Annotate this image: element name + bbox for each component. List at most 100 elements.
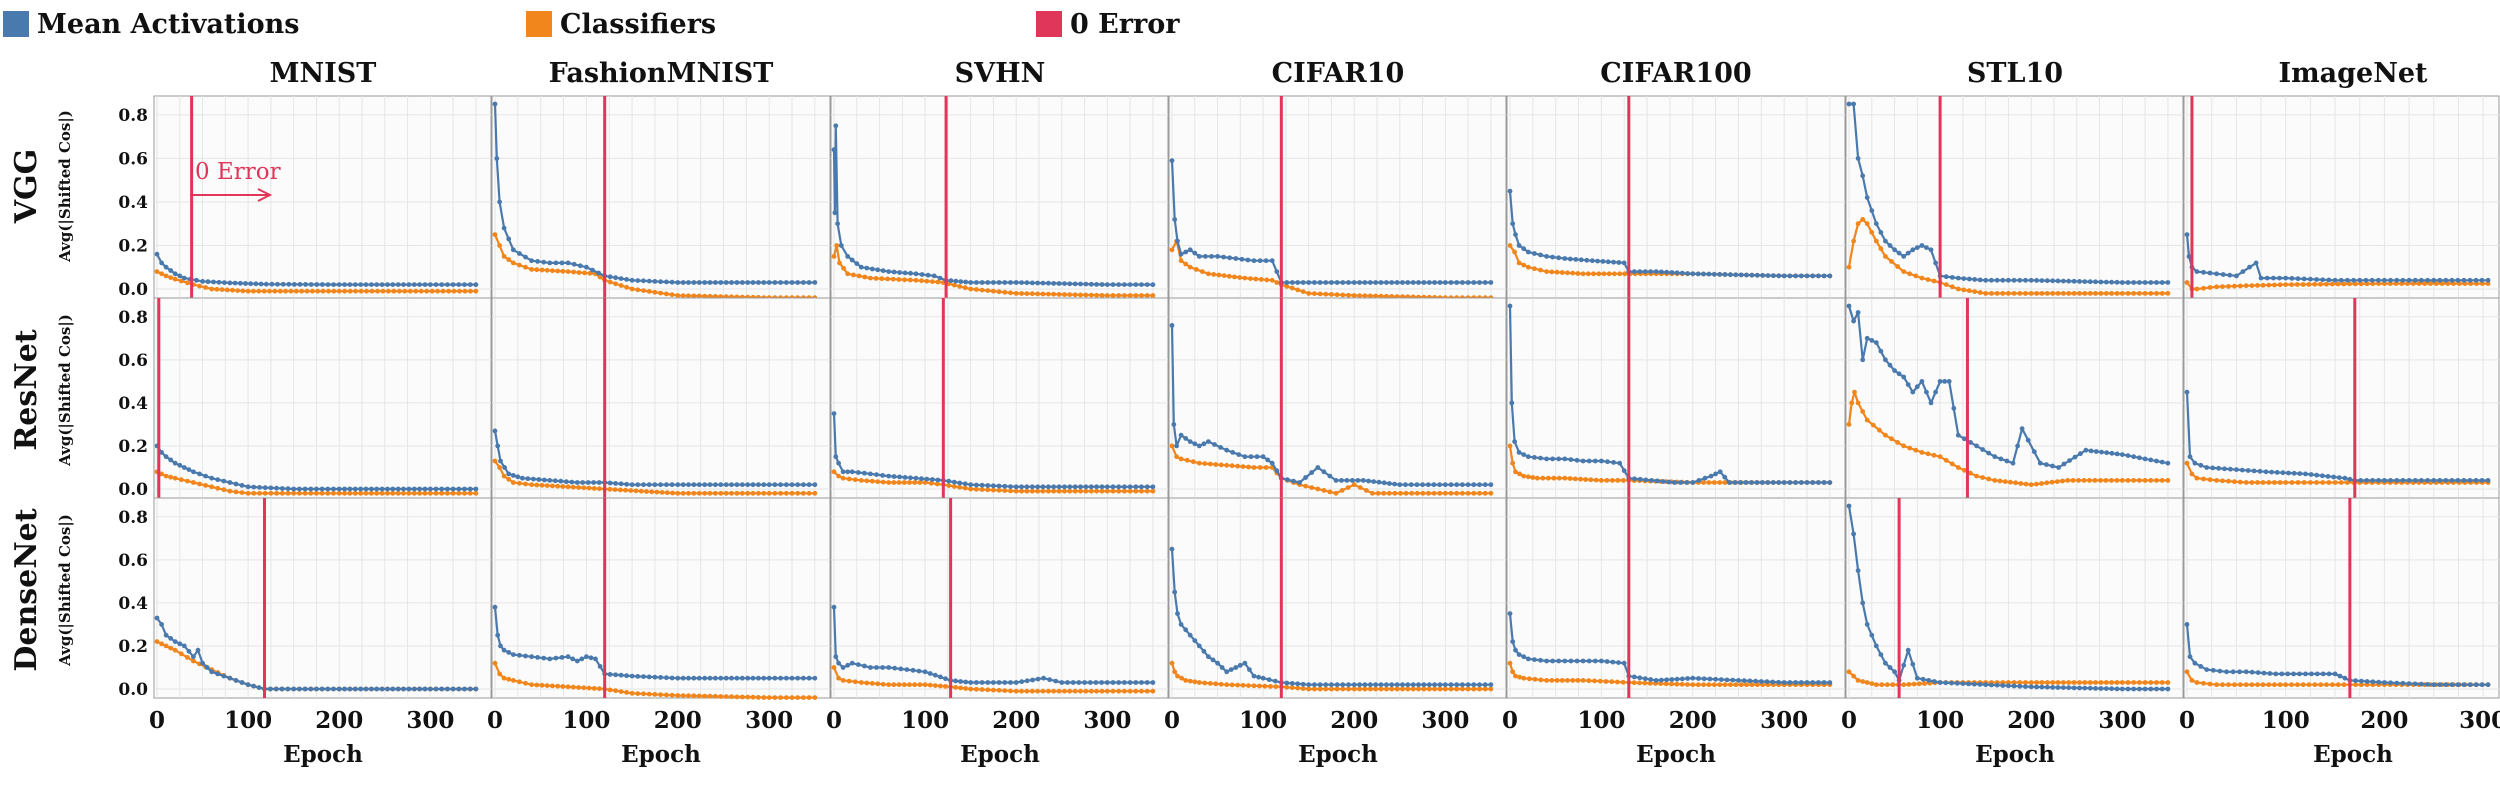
panel-densenet-cifar100-classifier-point [1749, 682, 1755, 688]
panel-densenet-cifar100-classifier-point [1631, 680, 1637, 686]
panel-densenet-mnist-mean-point [191, 654, 196, 660]
panel-vgg-svhn-classifier-point [968, 286, 974, 292]
panel-vgg-cifar10-mean-point [1482, 280, 1488, 285]
panel-densenet-cifar100-mean-point [1718, 677, 1724, 682]
panel-resnet-mnist-mean-point [308, 486, 314, 492]
panel-resnet-mnist-mean-point [297, 486, 302, 492]
panel-densenet-cifar10-classifier-point [1432, 686, 1437, 692]
panel-densenet-cifar10-classifier-point [1192, 679, 1198, 685]
panel-vgg-svhn-mean-point [979, 280, 985, 285]
panel-vgg-svhn-mean-point [919, 272, 925, 277]
panel-resnet-fashionmnist-classifier-point [644, 489, 649, 494]
panel-resnet-stl10-mean-point [2037, 460, 2043, 466]
panel-vgg-svhn-mean-point [1019, 280, 1024, 285]
panel-resnet-fashionmnist-classifier-point [565, 484, 571, 490]
panel-resnet-fashionmnist-classifier-point [675, 490, 681, 496]
panel-vgg-imagenet-mean-point [2283, 275, 2289, 281]
panel-vgg-fashionmnist-mean-point [559, 260, 565, 266]
panel-vgg-mnist-mean-point [467, 282, 473, 287]
panel-vgg-mnist-mean-point [292, 282, 297, 287]
panel-densenet-svhn-classifier-point [1024, 688, 1030, 694]
panel-resnet-fashionmnist-classifier-point [492, 458, 498, 464]
panel-densenet-imagenet-mean-point [2485, 682, 2491, 688]
panel-vgg-cifar100-mean-point [1821, 273, 1827, 279]
panel-densenet-stl10-classifier-point [2006, 680, 2011, 685]
panel-densenet-cifar10-classifier-point [1183, 678, 1189, 683]
panel-vgg-cifar100-mean-point [1589, 258, 1595, 264]
panel-vgg-mnist-classifier-point [163, 273, 169, 279]
panel-vgg-stl10-classifier-point [2137, 291, 2142, 296]
panel-densenet-fashionmnist-classifier-point [629, 690, 635, 696]
panel-resnet-cifar10-classifier-point [1392, 490, 1398, 496]
panel-densenet-imagenet-classifier-point [2330, 682, 2335, 688]
panel-vgg-stl10-classifier-point [2071, 291, 2077, 296]
panel-densenet-fashionmnist-mean-point [517, 652, 522, 658]
panel-vgg-stl10-classifier-point [2000, 291, 2006, 296]
panel-densenet-svhn-mean-point [1139, 680, 1144, 685]
panel-vgg-cifar100-classifier-point [1549, 269, 1555, 275]
panel-vgg-fashionmnist-mean-point [571, 261, 577, 267]
panel-resnet-mnist-classifier-point [319, 490, 325, 496]
panel-vgg-imagenet-classifier-point [2382, 281, 2387, 286]
panel-densenet-stl10-classifier-point [1884, 682, 1890, 688]
panel-densenet-imagenet-mean-point [2479, 682, 2485, 688]
panel-resnet-cifar100-mean-point [1684, 480, 1690, 485]
panel-densenet-cifar10-mean-point [1172, 589, 1178, 595]
panel-densenet-fashionmnist-mean-point [579, 656, 585, 662]
panel-resnet-cifar100-mean-point [1816, 480, 1821, 485]
panel-resnet-mnist-classifier-point [411, 490, 417, 496]
panel-resnet-cifar10-mean-point [1471, 482, 1477, 488]
panel-vgg-stl10-classifier-point [2028, 291, 2034, 296]
panel-resnet-fashionmnist-mean-point [734, 482, 740, 488]
panel-resnet-mnist-mean-point [215, 477, 221, 483]
panel-vgg-mnist-classifier-point [172, 276, 178, 282]
panel-densenet-cifar10-mean-point [1334, 682, 1340, 688]
panel-resnet-cifar10-frame [1168, 297, 1507, 499]
x-tick-label: 0 [2179, 707, 2195, 734]
panel-resnet-stl10-mean-point [2099, 449, 2104, 455]
panel-densenet-fashionmnist-classifier-point [641, 691, 646, 697]
panel-vgg-mnist-mean-point [314, 282, 320, 287]
panel-densenet-svhn: 0 100 200 300 [826, 497, 1169, 734]
panel-vgg-fashionmnist-mean-point [702, 280, 708, 285]
panel-resnet-cifar100-classifier-point [1546, 475, 1551, 481]
panel-densenet-cifar10-mean-point [1183, 627, 1189, 633]
panel-resnet-stl10-classifier-point [2148, 478, 2154, 483]
panel-resnet-fashionmnist-mean-point [783, 482, 789, 488]
panel-vgg-cifar100-mean-point [1567, 256, 1573, 262]
panel-resnet-cifar10-classifier-point [1321, 488, 1327, 493]
panel-resnet-cifar10-mean-point [1192, 441, 1198, 447]
zero-error-annotation: 0 Error [190, 159, 281, 202]
panel-vgg-mnist-classifier-point [224, 287, 230, 293]
panel-vgg-mnist-classifier-point [299, 288, 305, 294]
panel-densenet-stl10-mean-point [1960, 681, 1966, 686]
panel-vgg-fashionmnist-classifier-point [506, 257, 512, 262]
panel-densenet-fashionmnist-mean-point [541, 655, 547, 661]
panel-resnet-stl10-mean-point [1901, 374, 1907, 380]
panel-resnet-svhn-mean-point [935, 477, 941, 483]
panel-resnet-stl10-classifier-point [2013, 480, 2018, 486]
panel-resnet-cifar10-mean-point [1169, 323, 1175, 328]
panel-densenet-cifar10-classifier-point [1317, 686, 1323, 692]
panel-resnet-fashionmnist-classifier-point [670, 490, 675, 496]
panel-densenet-cifar10-classifier-point [1442, 686, 1448, 692]
panel-densenet-svhn-classifier-point [912, 682, 918, 688]
panel-densenet-cifar10-classifier-point [1196, 680, 1202, 685]
panel-vgg-stl10-classifier-point [2055, 291, 2061, 296]
panel-vgg-mnist-mean-point [342, 282, 347, 287]
panel-vgg-svhn-mean-point [908, 270, 913, 276]
panel-vgg-cifar10-mean-point [1340, 280, 1346, 285]
panel-densenet-cifar10-mean-point [1260, 675, 1266, 681]
panel-densenet-cifar10-classifier-point [1229, 682, 1235, 688]
panel-resnet-cifar10-classifier-point [1315, 486, 1321, 492]
panel-vgg-cifar10-mean-point [1437, 280, 1443, 285]
panel-resnet-stl10-mean-point [2078, 451, 2083, 457]
panel-densenet-fashionmnist-mean-point [718, 675, 724, 681]
panel-resnet-cifar10-mean-point [1285, 477, 1290, 483]
x-tick-label: 200 [2360, 707, 2408, 734]
panel-densenet-imagenet-mean-point [2224, 669, 2229, 675]
panel-vgg-mnist-classifier-point [473, 288, 479, 294]
x-tick-label: 0 [1502, 707, 1518, 734]
panel-resnet-svhn-classifier-point [917, 480, 923, 485]
panel-vgg-fashionmnist [491, 95, 831, 301]
